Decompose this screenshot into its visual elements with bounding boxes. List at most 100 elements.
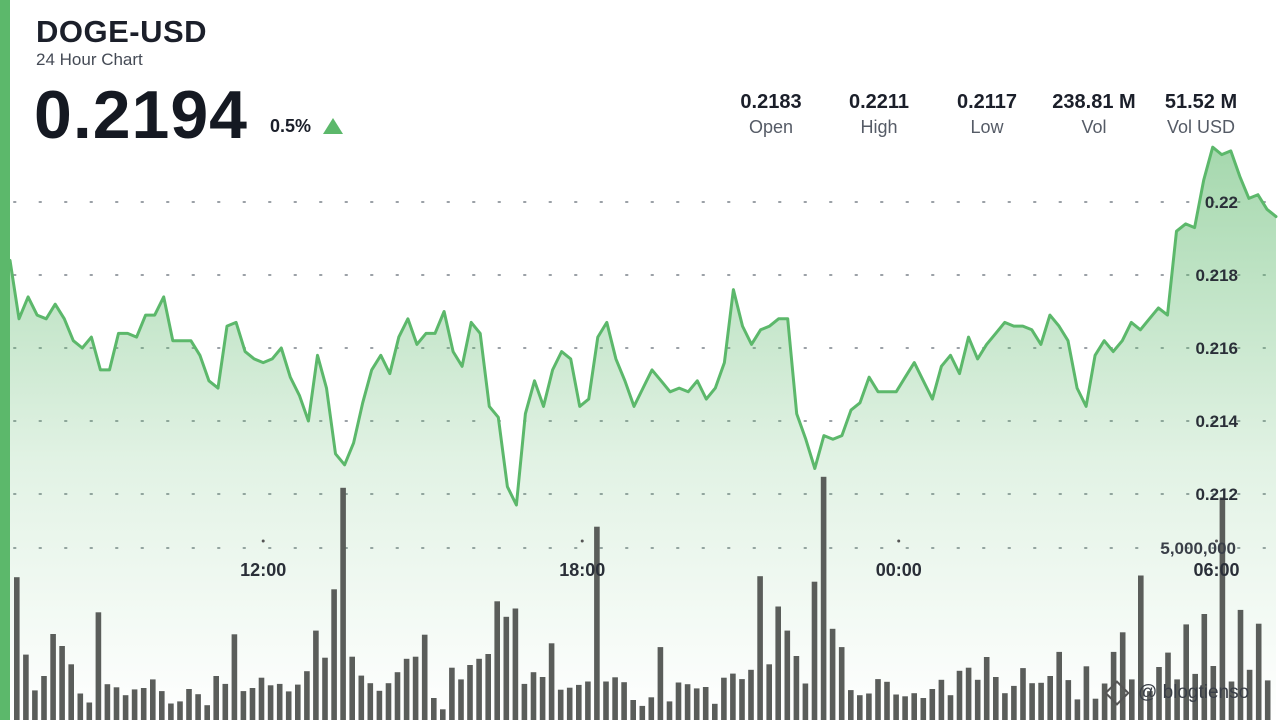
volume-bar [1083, 666, 1090, 720]
volume-bar [721, 677, 727, 720]
volume-bar [485, 654, 491, 720]
volume-bar [866, 693, 872, 720]
xtick-dot [261, 539, 265, 543]
volume-bar [131, 689, 138, 720]
volume-bar [1183, 624, 1189, 720]
volume-bar [285, 691, 292, 720]
volume-bar [331, 589, 337, 720]
volume-bar [1119, 632, 1126, 720]
volume-bar [548, 643, 555, 720]
ytick-label: 0.218 [1195, 266, 1238, 285]
volume-bar [358, 675, 365, 720]
volume-bar [86, 702, 93, 720]
volume-bar [648, 697, 655, 720]
volume-bar [122, 695, 129, 720]
ytick-label: 0.212 [1195, 485, 1238, 504]
volume-bar [1047, 676, 1053, 720]
watermark: @ blogtienso [1104, 680, 1250, 706]
volume-bar [920, 698, 927, 720]
volume-bar [195, 694, 201, 720]
stat-vol-label: Vol [1081, 117, 1107, 137]
volume-bar [1056, 651, 1062, 720]
xtick-label: 00:00 [876, 560, 922, 580]
xtick-dot [580, 539, 584, 543]
volume-bar [467, 665, 473, 720]
volume-bar [159, 691, 165, 720]
volume-bar [929, 689, 936, 720]
volume-bar [394, 672, 401, 720]
volume-bar [449, 667, 455, 720]
volume-bar [177, 701, 183, 720]
xtick-label: 18:00 [559, 560, 605, 580]
price-change: 0.5% [269, 116, 312, 136]
volume-bar [267, 685, 274, 720]
price-area [10, 147, 1276, 720]
volume-bar [340, 487, 346, 720]
volume-bar [639, 705, 646, 720]
stat-open-label: Open [748, 117, 794, 137]
stat-vol: 238.81 M Vol [1039, 90, 1149, 140]
volume-bar [947, 695, 954, 720]
volume-bar [512, 608, 519, 720]
volume-bar [838, 647, 845, 720]
volume-bar [566, 687, 573, 720]
volume-bar [911, 693, 917, 720]
volume-bar [902, 696, 908, 720]
volume-bar [1201, 614, 1208, 720]
volume-bar [521, 683, 528, 720]
volume-bar [993, 677, 999, 720]
volume-bar [784, 630, 791, 720]
volume-bar [276, 683, 283, 720]
volume-level-label: 5,000,000 [1160, 539, 1236, 558]
volume-bar [793, 656, 800, 720]
volume-bar [693, 688, 700, 720]
volume-bar [657, 647, 664, 720]
price-row: 0.2194 0.5% [34, 78, 344, 152]
stat-vol-usd: 51.52 M Vol USD [1146, 90, 1256, 140]
stat-open-value: 0.2183 [740, 91, 802, 113]
volume-bar [14, 577, 20, 720]
volume-bar [576, 684, 582, 720]
volume-bar [349, 656, 355, 720]
volume-bar [50, 634, 56, 720]
ytick-label: 0.216 [1195, 339, 1238, 358]
up-arrow-icon [323, 118, 344, 134]
watermark-text: @ blogtienso [1138, 682, 1250, 703]
volume-bar [775, 606, 781, 720]
volume-bar [974, 679, 981, 720]
stat-open: 0.2183 Open [716, 90, 826, 140]
volume-bar [630, 700, 636, 720]
volume-bar [150, 679, 156, 720]
volume-bar [539, 677, 546, 720]
volume-bar [186, 689, 192, 720]
volume-bar [884, 681, 890, 720]
volume-bar [23, 654, 29, 720]
volume-bar [938, 679, 945, 720]
stat-vol-value: 238.81 M [1052, 91, 1136, 113]
volume-bar [1029, 683, 1035, 720]
stat-high-label: High [860, 117, 898, 137]
volume-bar [1129, 679, 1135, 720]
volume-bar [983, 657, 990, 720]
volume-bar [421, 634, 428, 720]
volume-bar [503, 616, 510, 720]
volume-bar [1138, 575, 1144, 720]
volume-bar [231, 634, 238, 720]
volume-bar [385, 683, 392, 720]
volume-bar [1110, 651, 1117, 720]
volume-bar [104, 684, 111, 720]
volume-bar [1255, 623, 1262, 720]
volume-bar [875, 679, 881, 720]
stat-low-value: 0.2117 [956, 91, 1018, 113]
volume-bar [77, 693, 84, 720]
volume-bar [304, 671, 310, 720]
volume-bar [431, 698, 437, 720]
volume-bar [458, 679, 464, 720]
stat-high-value: 0.2211 [848, 91, 910, 113]
volume-bar [59, 646, 65, 720]
volume-bars [14, 476, 1271, 720]
left-accent-bar [0, 0, 10, 720]
volume-bar [168, 703, 174, 720]
volume-bar [739, 679, 745, 720]
volume-bar [295, 684, 301, 720]
